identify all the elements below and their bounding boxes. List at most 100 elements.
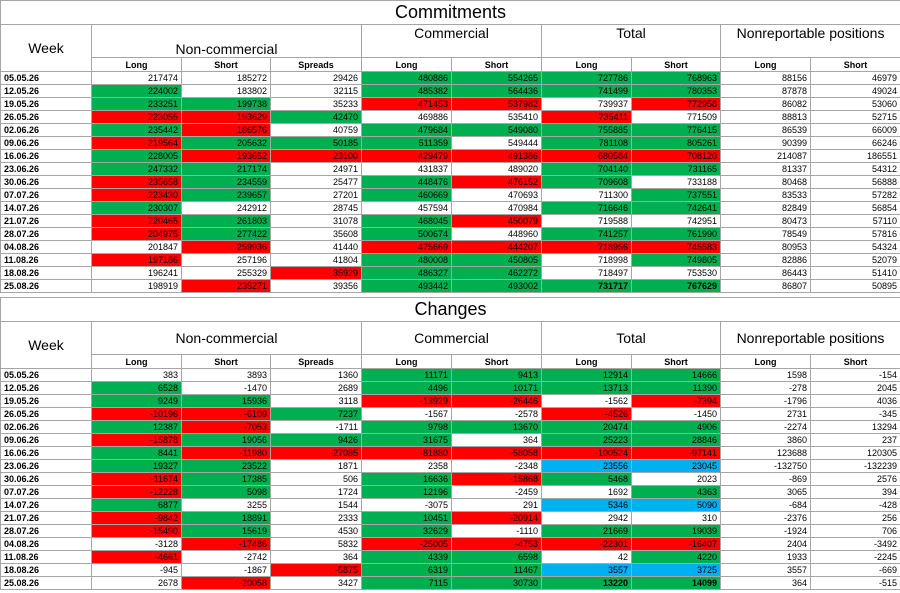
value-cell: 66009 [809,123,900,137]
subheader: Short [181,354,271,369]
value-cell: 3255 [181,498,271,512]
value-cell: 771509 [631,110,721,124]
value-cell: 6598 [451,550,542,564]
value-cell: 3065 [720,485,811,499]
value-cell: -2742 [181,550,271,564]
value-cell: 3557 [541,563,632,577]
value-cell: 23045 [631,459,721,473]
value-cell: -428 [810,498,900,512]
value-cell: -25005 [361,537,452,551]
value-cell: 201847 [91,240,182,254]
value-cell: 741499 [541,84,632,98]
subheader: Short [181,57,271,72]
value-cell: 88813 [720,110,811,124]
value-cell: -869 [720,472,811,486]
value-cell: 776415 [631,123,721,137]
value-cell: 554265 [451,71,542,85]
value-cell: -132750 [720,459,811,473]
value-cell: 383 [91,368,182,382]
value-cell: -3075 [361,498,452,512]
table-row: 26.05.26 223055 193629 42470 469886 535410 735… [0,110,900,124]
value-cell: 3118 [270,394,362,408]
table-row: 26.05.26 -10196 -6109 7237 -1567 -2578 -4526 -1… [0,407,900,421]
value-cell: 199738 [181,97,271,111]
value-cell: -20058 [181,576,271,590]
value-cell: -100524 [541,446,632,460]
value-cell: 741257 [541,227,632,241]
value-cell: 429479 [361,149,452,163]
value-cell: 186576 [181,123,271,137]
value-cell: 767629 [631,279,721,293]
table-row: 28.07.26 204975 277422 35608 500674 448960 741… [0,227,900,241]
value-cell: 470984 [451,201,542,215]
value-cell: 731717 [541,279,632,293]
subheader: Long [541,354,632,369]
week-cell: 05.05.26 [0,368,92,382]
week-cell: 18.08.26 [0,266,92,280]
value-cell: 2404 [720,537,811,551]
value-cell: 768963 [631,71,721,85]
value-cell: 780353 [631,84,721,98]
value-cell: 31078 [270,214,362,228]
week-cell: 26.05.26 [0,110,92,124]
value-cell: -1711 [270,420,362,434]
value-cell: 205632 [181,136,271,150]
commitments-rows: 05.05.26 217474 185272 29426 480886 554265 727… [0,71,900,293]
value-cell: 223055 [91,110,182,124]
value-cell: 183802 [181,84,271,98]
value-cell: 13220 [541,576,632,590]
value-cell: 364 [270,550,362,564]
value-cell: 2731 [720,407,811,421]
value-cell: 394 [810,485,900,499]
week-cell: 11.08.26 [0,550,92,564]
value-cell: 718497 [541,266,632,280]
value-cell: -2376 [720,511,811,525]
value-cell: 444207 [451,240,542,254]
value-cell: 90399 [720,136,811,150]
value-cell: 57110 [809,214,900,228]
value-cell: 535410 [451,110,542,124]
value-cell: 42 [541,550,632,564]
value-cell: 20474 [541,420,632,434]
table-row: 23.06.26 19327 23522 1871 2358 -2348 23556 2304… [0,459,900,473]
value-cell: -15878 [91,433,182,447]
table-row: 23.06.26 247332 217174 24971 431837 489020 704… [0,162,900,176]
value-cell: 3427 [270,576,362,590]
value-cell: 217174 [181,162,271,176]
value-cell: 23100 [270,149,362,163]
value-cell: 719588 [541,214,632,228]
value-cell: -1470 [181,381,271,395]
subheader: Long [541,57,632,72]
value-cell: 450079 [451,214,542,228]
commitments-table: Commitments Week Non-commercial Commerci… [0,0,900,293]
value-cell: 35929 [270,266,362,280]
value-cell: 755885 [541,123,632,137]
value-cell: -26446 [451,394,542,408]
week-header: Week [0,24,92,72]
value-cell: 479684 [361,123,452,137]
value-cell: 35233 [270,97,362,111]
table-row: 12.05.26 6528 -1470 2689 4496 10171 13713 11390… [0,381,900,395]
group-header: Nonreportable positions [720,321,900,355]
value-cell: 9413 [451,368,542,382]
subheader: Short [631,57,721,72]
value-cell: 448476 [361,175,452,189]
value-cell: 5098 [181,485,271,499]
value-cell: 3725 [631,563,721,577]
table-row: 16.06.26 228005 193652 23100 429479 491386 680… [0,149,900,163]
value-cell: 480008 [361,253,452,267]
value-cell: 259936 [181,240,271,254]
value-cell: 2045 [810,381,900,395]
table-row: 19.05.26 9249 15936 3118 -13929 -26446 -1562 -7… [0,394,900,408]
value-cell: 731165 [631,162,721,176]
value-cell: 737551 [631,188,721,202]
value-cell: 257196 [181,253,271,267]
week-cell: 28.07.26 [0,524,92,538]
value-cell: 31675 [361,433,452,447]
value-cell: -11980 [181,446,271,460]
value-cell: 742641 [631,201,721,215]
value-cell: 83533 [720,188,811,202]
value-cell: 718956 [541,240,632,254]
week-cell: 16.06.26 [0,446,92,460]
value-cell: 86443 [720,266,811,280]
